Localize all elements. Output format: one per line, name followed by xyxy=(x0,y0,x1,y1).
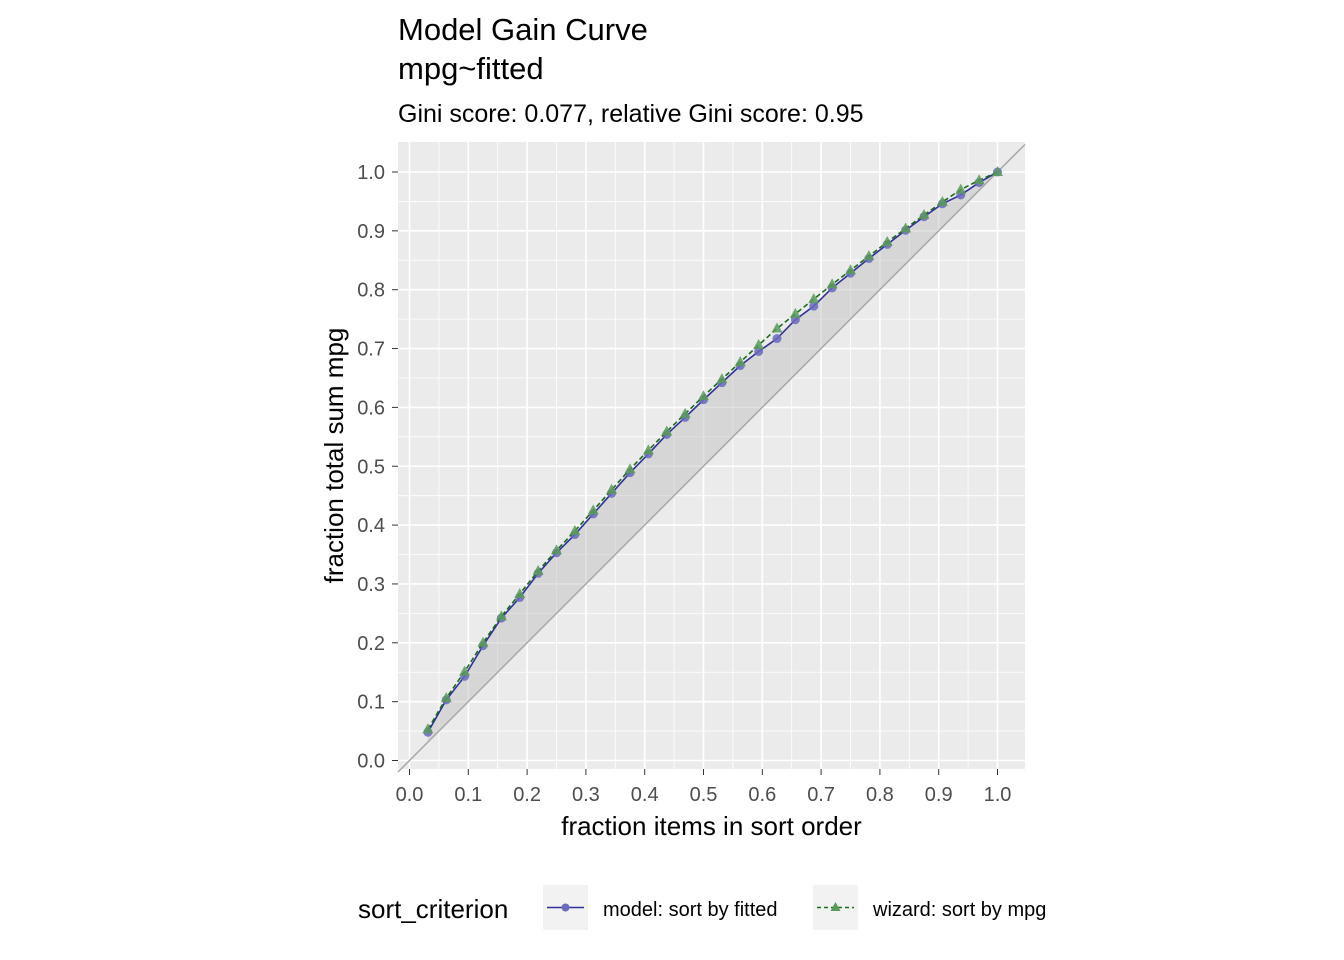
y-tick-label: 0.7 xyxy=(357,339,385,361)
data-point xyxy=(918,208,930,219)
y-tick-label: 0.9 xyxy=(357,221,385,243)
data-point xyxy=(587,504,599,515)
y-tick-label: 0.5 xyxy=(357,456,385,478)
y-tick-label: 0.1 xyxy=(357,692,385,714)
data-point xyxy=(734,356,746,367)
data-point xyxy=(716,373,728,384)
legend-label-model: model: sort by fitted xyxy=(603,899,778,921)
x-tick-label: 0.3 xyxy=(572,784,600,806)
data-point xyxy=(661,425,673,436)
data-point xyxy=(881,236,893,247)
legend-item-model: model: sort by fitted xyxy=(543,885,778,930)
data-point xyxy=(771,322,783,333)
data-point xyxy=(569,524,581,535)
data-point xyxy=(495,610,507,621)
data-point xyxy=(845,264,856,275)
series-layer xyxy=(422,166,1003,737)
y-tick-label: 0.2 xyxy=(357,633,385,655)
y-tick-label: 0.4 xyxy=(357,515,385,537)
data-point xyxy=(992,166,1003,176)
data-point xyxy=(422,723,434,734)
legend-item-wizard: wizard: sort by mpg xyxy=(813,885,1046,930)
y-tick-label: 0.8 xyxy=(357,280,385,302)
axis-ticks: 0.0 0.1 0.2 0.3 0.4 0.5 0.6 0.7 0.8 0.9 1.0 0.0 0.1 0… xyxy=(357,162,1011,806)
data-point xyxy=(753,339,765,350)
x-tick-label: 0.7 xyxy=(807,784,835,806)
x-tick-label: 0.5 xyxy=(690,784,718,806)
data-point xyxy=(900,222,912,233)
data-point xyxy=(459,665,471,676)
y-tick-label: 0.0 xyxy=(357,751,385,773)
x-tick-label: 0.1 xyxy=(454,784,482,806)
chart-title-line2: mpg~fitted xyxy=(398,51,544,86)
series-wizard xyxy=(422,166,1003,734)
x-tick-label: 0.0 xyxy=(396,784,424,806)
x-tick-label: 0.8 xyxy=(866,784,894,806)
x-tick-label: 0.2 xyxy=(513,784,541,806)
data-point xyxy=(477,636,489,647)
y-tick-label: 1.0 xyxy=(357,162,385,184)
diagonal-reference-line xyxy=(397,143,1026,773)
series-line xyxy=(427,171,998,730)
data-point xyxy=(973,174,985,185)
data-point xyxy=(606,483,618,494)
y-axis-title: fraction total sum mpg xyxy=(319,328,349,584)
data-point xyxy=(624,463,636,474)
data-point xyxy=(514,587,526,598)
data-point xyxy=(551,544,562,555)
y-tick-label: 0.3 xyxy=(357,574,385,596)
chart-title: Model Gain Curve xyxy=(398,12,648,47)
plot-panel xyxy=(398,142,1025,769)
legend-key-wizard-marker xyxy=(830,902,841,911)
data-point xyxy=(642,444,654,455)
x-tick-label: 0.6 xyxy=(748,784,776,806)
legend-key-model-marker xyxy=(561,903,570,912)
grid-lines xyxy=(398,142,1025,769)
data-point xyxy=(698,390,709,401)
data-point xyxy=(679,407,691,418)
data-point xyxy=(789,307,801,318)
data-point xyxy=(532,565,544,576)
legend-title: sort_criterion xyxy=(358,894,508,924)
legend-label-wizard: wizard: sort by mpg xyxy=(872,899,1046,921)
legend: sort_criterion model: sort by fitted wiz… xyxy=(358,885,1046,930)
data-point xyxy=(440,692,452,703)
data-point xyxy=(955,183,967,194)
data-point xyxy=(863,250,875,261)
data-point xyxy=(772,334,782,344)
data-point xyxy=(809,301,819,311)
data-point xyxy=(808,293,820,304)
x-tick-label: 1.0 xyxy=(984,784,1012,806)
x-axis-title: fraction items in sort order xyxy=(561,811,862,841)
x-tick-label: 0.9 xyxy=(925,784,953,806)
data-point xyxy=(754,346,764,356)
x-tick-label: 0.4 xyxy=(631,784,659,806)
data-point xyxy=(826,278,838,289)
chart-subtitle: Gini score: 0.077, relative Gini score: … xyxy=(398,100,864,128)
data-point xyxy=(936,196,948,207)
y-tick-label: 0.6 xyxy=(357,397,385,419)
